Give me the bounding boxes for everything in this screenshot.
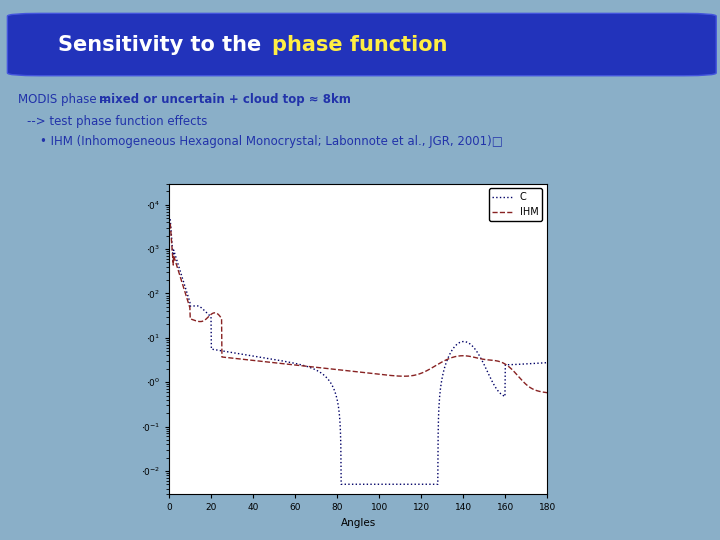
C bbox=[425, 481, 433, 488]
Text: • IHM (Inhomogeneous Hexagonal Monocrystal; Labonnote et al., JGR, 2001)□: • IHM (Inhomogeneous Hexagonal Monocryst… bbox=[40, 135, 503, 148]
Legend: C, IHM: C, IHM bbox=[489, 188, 542, 221]
C bbox=[318, 371, 327, 377]
FancyBboxPatch shape bbox=[7, 14, 716, 76]
Line: IHM: IHM bbox=[170, 224, 547, 393]
IHM bbox=[467, 353, 475, 360]
C bbox=[166, 216, 174, 222]
Text: Sensitivity to the: Sensitivity to the bbox=[58, 35, 269, 55]
IHM bbox=[332, 366, 341, 373]
C bbox=[337, 481, 346, 488]
Text: phase function: phase function bbox=[271, 35, 447, 55]
Text: --> test phase function effects: --> test phase function effects bbox=[27, 115, 208, 128]
X-axis label: Angles: Angles bbox=[341, 518, 376, 528]
Text: MODIS phase =: MODIS phase = bbox=[18, 93, 114, 106]
C bbox=[467, 342, 476, 348]
IHM bbox=[460, 353, 469, 359]
IHM bbox=[543, 389, 552, 396]
C bbox=[543, 360, 552, 366]
C bbox=[332, 393, 341, 399]
IHM bbox=[166, 220, 174, 227]
Line: C: C bbox=[170, 219, 547, 484]
IHM bbox=[425, 366, 433, 373]
IHM bbox=[204, 313, 213, 320]
C bbox=[460, 339, 469, 345]
Text: mixed or uncertain + cloud top ≈ 8km: mixed or uncertain + cloud top ≈ 8km bbox=[99, 93, 351, 106]
C bbox=[204, 312, 213, 318]
IHM bbox=[318, 365, 327, 372]
